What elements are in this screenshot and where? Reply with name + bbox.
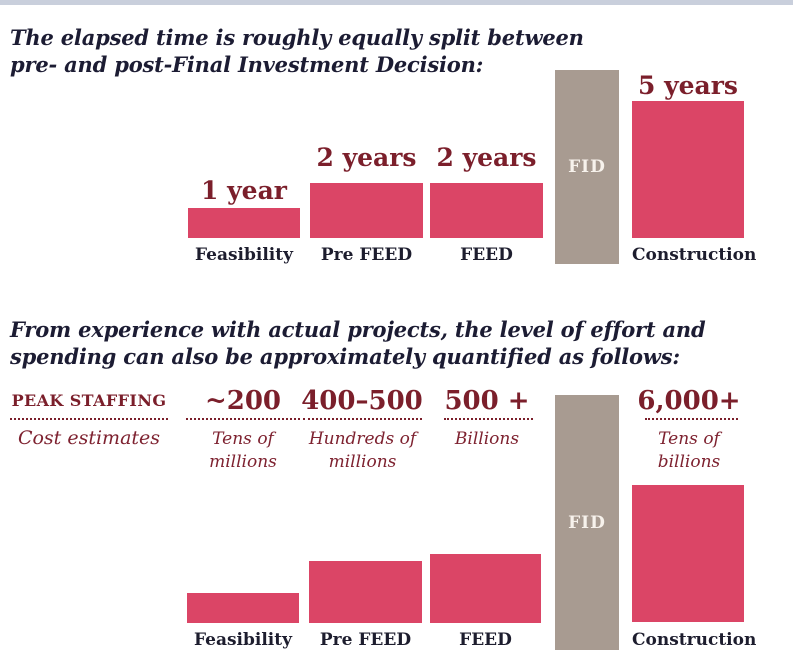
duration-label-feasibility: 1 year xyxy=(201,176,287,205)
fid-label-time: FID xyxy=(568,157,606,177)
bar-construction-effort xyxy=(632,485,744,622)
phase-label-feed-time: FEED xyxy=(460,245,513,265)
bar-pre-feed-time xyxy=(310,183,423,238)
bar-construction-time xyxy=(632,101,744,238)
phase-label-construction-time: Construction xyxy=(632,245,757,265)
staffing-value-construction: 6,000+ xyxy=(637,386,741,416)
phase-label-pre-feed-time: Pre FEED xyxy=(320,245,413,265)
duration-label-pre-feed: 2 years xyxy=(316,143,417,172)
effort-spending-heading-line2: spending can also be approximately quant… xyxy=(10,344,680,369)
phase-label-feed-effort: FEED xyxy=(459,630,512,650)
elapsed-time-heading-line1: The elapsed time is roughly equally spli… xyxy=(10,25,584,50)
fid-label-effort: FID xyxy=(568,512,606,533)
cost-feasibility-line2: millions xyxy=(209,452,277,472)
cost-value-pre-feed: Hundreds of millions xyxy=(295,428,430,474)
cost-pre-feed-line2: millions xyxy=(328,452,397,472)
bar-feed-effort xyxy=(430,554,541,623)
cost-pre-feed-line1: Hundreds of xyxy=(308,429,417,449)
bar-feasibility-time xyxy=(188,208,300,238)
dotted-rule-pre-feed xyxy=(303,418,422,420)
dotted-rule-feed xyxy=(444,418,533,420)
staffing-value-feed: 500 + xyxy=(444,386,530,416)
cost-value-construction: Tens of billions xyxy=(634,428,744,474)
phase-label-feasibility-effort: Feasibility xyxy=(194,630,292,650)
effort-spending-heading: From experience with actual projects, th… xyxy=(10,316,706,370)
cost-construction-line1: Tens of xyxy=(658,429,720,449)
duration-label-construction: 5 years xyxy=(638,71,738,100)
dotted-rule-peak-staffing xyxy=(10,418,168,420)
phase-label-pre-feed-effort: Pre FEED xyxy=(319,630,412,650)
staffing-value-pre-feed: 400–500 xyxy=(301,386,423,416)
effort-spending-heading-line1: From experience with actual projects, th… xyxy=(10,317,706,342)
elapsed-time-heading-line2: pre- and post-Final Investment Decision: xyxy=(10,52,484,77)
fid-divider-bar-effort: FID xyxy=(555,395,619,650)
phase-label-feasibility-time: Feasibility xyxy=(195,245,293,265)
cost-value-feasibility: Tens of millions xyxy=(186,428,300,474)
bar-pre-feed-effort xyxy=(309,561,422,623)
top-accent-strip xyxy=(0,0,793,5)
elapsed-time-heading: The elapsed time is roughly equally spli… xyxy=(10,24,584,78)
bar-feasibility-effort xyxy=(187,593,299,623)
phase-label-construction-effort: Construction xyxy=(632,630,757,650)
staffing-value-feasibility: ~200 xyxy=(204,386,282,416)
dotted-rule-feasibility xyxy=(186,418,300,420)
cost-construction-line2: billions xyxy=(657,452,721,472)
dotted-rule-construction xyxy=(645,418,738,420)
cost-value-feed: Billions xyxy=(432,428,542,451)
bar-feed-time xyxy=(430,183,543,238)
cost-feasibility-line1: Tens of xyxy=(212,429,274,449)
fid-divider-bar-time: FID xyxy=(555,70,619,264)
peak-staffing-row-label: PEAK STAFFING xyxy=(11,391,167,410)
cost-feed-line1: Billions xyxy=(454,429,520,449)
duration-label-feed: 2 years xyxy=(436,143,537,172)
cost-estimates-row-label: Cost estimates xyxy=(17,427,161,449)
